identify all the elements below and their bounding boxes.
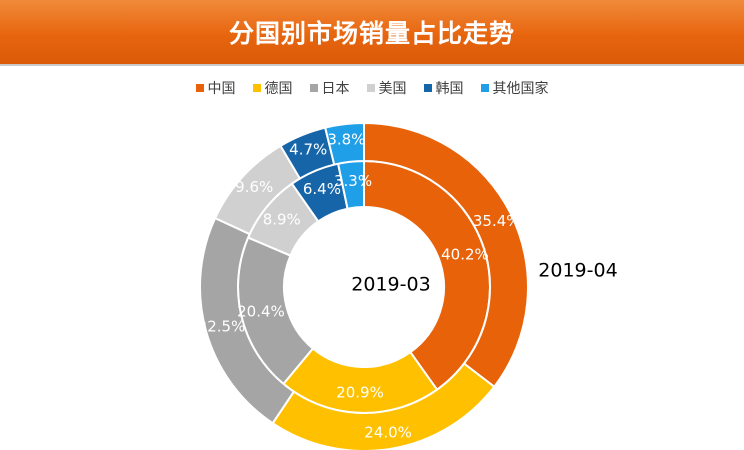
legend-label: 日本 <box>321 81 350 97</box>
legend-item: 日本 <box>309 78 350 98</box>
legend-swatch <box>195 84 204 92</box>
chart-title: 分国别市场销量占比走势 <box>228 19 515 48</box>
legend-item: 韩国 <box>423 78 464 98</box>
legend-item: 德国 <box>252 78 293 98</box>
slice-outer-0 <box>363 121 529 389</box>
legend-swatch <box>252 84 261 92</box>
data-label-outer-5: 3.8% <box>327 131 365 149</box>
legend: 中国 德国 日本 美国 韩国 其他国家 <box>0 76 744 100</box>
data-label-outer-1: 24.0% <box>364 424 412 442</box>
data-label-outer-2: 22.5% <box>198 317 246 335</box>
legend-label: 美国 <box>378 81 407 97</box>
data-label-outer-3: 9.6% <box>235 178 273 196</box>
data-label-inner-3: 8.9% <box>263 211 301 229</box>
data-label-inner-4: 6.4% <box>303 180 341 198</box>
legend-item: 美国 <box>366 78 407 98</box>
legend-label: 德国 <box>264 81 293 97</box>
legend-label: 其他国家 <box>492 81 549 97</box>
legend-swatch <box>480 84 489 92</box>
data-label-inner-0: 40.2% <box>441 245 489 263</box>
series-label-outer: 2019-04 <box>538 260 617 282</box>
title-bar: 分国别市场销量占比走势 <box>0 0 744 66</box>
data-label-outer-0: 35.4% <box>473 212 521 230</box>
legend-item: 中国 <box>195 78 236 98</box>
legend-label: 中国 <box>207 81 236 97</box>
legend-label: 韩国 <box>435 81 464 97</box>
legend-swatch <box>309 84 318 92</box>
legend-swatch <box>366 84 375 92</box>
legend-swatch <box>423 84 432 92</box>
data-label-inner-2: 20.4% <box>237 302 285 320</box>
data-label-outer-4: 4.7% <box>289 140 327 158</box>
slice-outer-5 <box>324 121 365 166</box>
legend-item: 其他国家 <box>480 78 549 98</box>
data-label-inner-5: 3.3% <box>334 172 372 190</box>
data-label-inner-1: 20.9% <box>336 383 384 401</box>
series-label-inner: 2019-03 <box>351 274 430 296</box>
